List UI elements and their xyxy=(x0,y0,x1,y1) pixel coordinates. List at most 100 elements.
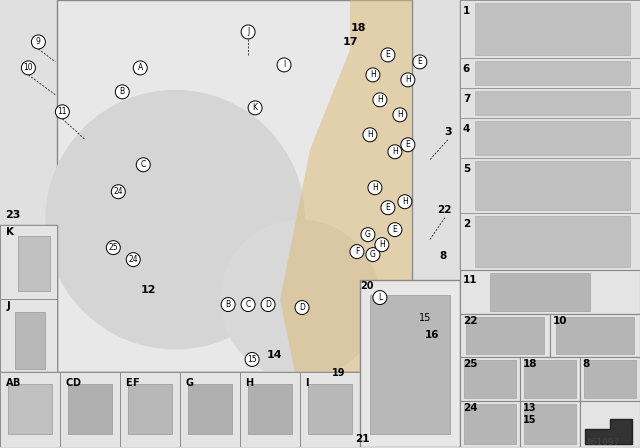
Circle shape xyxy=(413,55,427,69)
Bar xyxy=(360,280,460,448)
Circle shape xyxy=(136,158,150,172)
Bar xyxy=(460,118,639,158)
Bar xyxy=(584,361,636,398)
Circle shape xyxy=(221,297,235,311)
Text: C: C xyxy=(65,379,72,388)
Polygon shape xyxy=(280,0,412,372)
Text: 15: 15 xyxy=(523,415,536,426)
Bar xyxy=(520,401,580,448)
Bar xyxy=(308,384,352,435)
Circle shape xyxy=(241,297,255,311)
Text: 8: 8 xyxy=(439,250,447,261)
Bar xyxy=(15,311,45,370)
Text: E: E xyxy=(406,140,410,149)
Bar xyxy=(370,295,450,435)
Circle shape xyxy=(31,35,45,49)
Text: 2: 2 xyxy=(463,219,470,228)
Text: 23: 23 xyxy=(4,210,20,220)
Text: 20: 20 xyxy=(360,280,374,291)
Bar xyxy=(475,3,630,55)
Bar xyxy=(556,317,634,354)
Circle shape xyxy=(388,223,402,237)
Text: C: C xyxy=(141,160,146,169)
Bar xyxy=(475,161,630,210)
Circle shape xyxy=(381,48,395,62)
Text: 9: 9 xyxy=(36,38,41,47)
Bar xyxy=(520,358,580,401)
Text: I: I xyxy=(283,60,285,69)
Bar xyxy=(180,372,240,448)
Circle shape xyxy=(350,245,364,258)
Bar xyxy=(475,121,630,155)
Bar xyxy=(58,0,412,372)
Text: 12: 12 xyxy=(141,284,156,295)
Bar xyxy=(460,0,639,270)
Text: 10: 10 xyxy=(24,64,33,73)
Circle shape xyxy=(295,301,309,314)
Text: A: A xyxy=(138,64,143,73)
Text: 14: 14 xyxy=(266,350,282,361)
Text: G: G xyxy=(370,250,376,259)
Text: 1: 1 xyxy=(463,6,470,16)
Circle shape xyxy=(373,93,387,107)
Text: H: H xyxy=(392,147,398,156)
Text: B: B xyxy=(120,87,125,96)
Bar xyxy=(466,317,543,354)
Circle shape xyxy=(277,58,291,72)
Text: 8: 8 xyxy=(582,359,590,370)
Circle shape xyxy=(45,90,305,349)
Text: H: H xyxy=(372,183,378,192)
Circle shape xyxy=(126,253,140,267)
Bar xyxy=(460,58,639,88)
Text: 16: 16 xyxy=(424,330,439,340)
Text: H: H xyxy=(405,75,411,84)
Bar xyxy=(524,405,575,444)
Bar xyxy=(460,0,639,58)
Text: K: K xyxy=(6,227,15,237)
Text: 17: 17 xyxy=(342,37,358,47)
Circle shape xyxy=(133,61,147,75)
Text: F: F xyxy=(132,379,139,388)
Bar xyxy=(460,314,550,358)
Circle shape xyxy=(366,68,380,82)
Bar xyxy=(1,225,58,298)
Text: 24: 24 xyxy=(129,255,138,264)
Circle shape xyxy=(368,181,382,195)
Circle shape xyxy=(381,201,395,215)
Text: D: D xyxy=(299,303,305,312)
Bar xyxy=(300,372,360,448)
Text: 19: 19 xyxy=(332,368,345,379)
Circle shape xyxy=(393,108,407,122)
Bar xyxy=(580,401,639,448)
Text: 18: 18 xyxy=(523,359,537,370)
Circle shape xyxy=(220,220,380,379)
Text: 25: 25 xyxy=(109,243,118,252)
Text: 18: 18 xyxy=(350,23,365,33)
Circle shape xyxy=(241,25,255,39)
Text: 11: 11 xyxy=(58,108,67,116)
Text: 4: 4 xyxy=(463,124,470,134)
Text: I: I xyxy=(305,379,308,388)
Circle shape xyxy=(115,85,129,99)
Text: K: K xyxy=(253,103,257,112)
Bar xyxy=(524,361,575,398)
Text: 15: 15 xyxy=(247,355,257,364)
Text: H: H xyxy=(367,130,373,139)
Text: 11: 11 xyxy=(463,275,477,284)
Text: G: G xyxy=(365,230,371,239)
Text: E: E xyxy=(385,203,390,212)
Circle shape xyxy=(56,105,69,119)
Circle shape xyxy=(248,101,262,115)
Circle shape xyxy=(375,237,389,252)
Bar xyxy=(1,372,360,448)
Circle shape xyxy=(261,297,275,311)
Circle shape xyxy=(21,61,35,75)
Bar xyxy=(68,384,112,435)
Text: C: C xyxy=(246,300,251,309)
Circle shape xyxy=(366,248,380,262)
Circle shape xyxy=(401,138,415,152)
Text: J: J xyxy=(247,27,249,36)
Bar xyxy=(188,384,232,435)
Text: H: H xyxy=(379,240,385,249)
Text: L: L xyxy=(378,293,382,302)
